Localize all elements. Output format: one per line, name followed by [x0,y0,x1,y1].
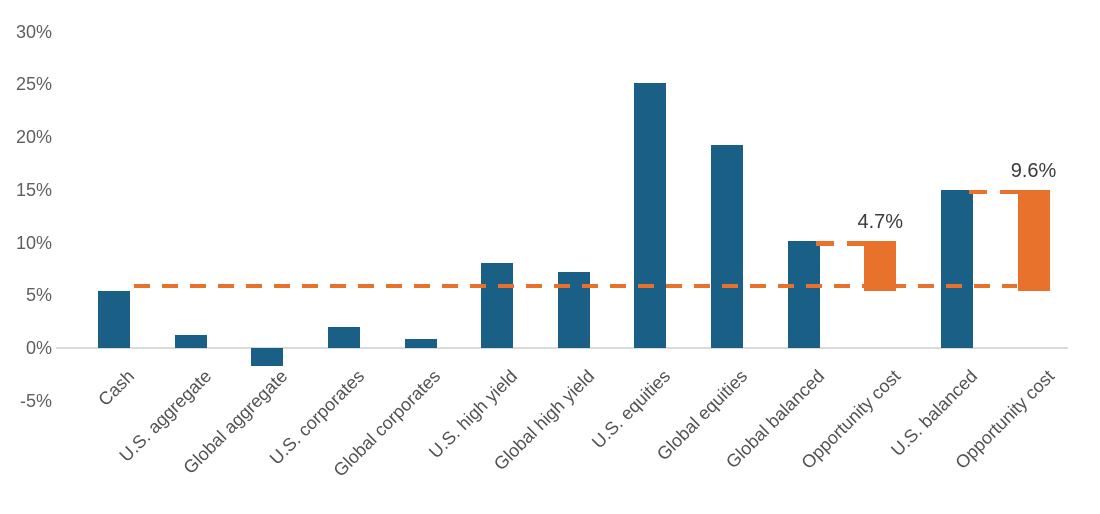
return-bar-global-aggregate [251,348,284,366]
return-bar-u-s-balanced [940,189,973,348]
bar-annotation-9-6: 9.6% [1010,159,1057,182]
y-axis-tick-label-25: 25% [15,74,52,95]
y-axis-tick-label--5: -5% [19,390,52,411]
y-axis-tick-label-10: 10% [15,232,52,253]
bar-annotation-4-7: 4.7% [857,211,904,234]
connector-dashed-line-0 [815,241,866,246]
return-bar-global-corporates [404,338,437,348]
y-axis-tick-label-5: 5% [25,285,52,306]
return-bar-global-balanced [787,241,820,348]
return-bar-u-s-equities [634,83,667,348]
return-bar-global-equities [711,145,744,348]
return-bar-u-s-high-yield [481,262,514,348]
return-bar-u-s-corporates [327,326,360,348]
y-axis-tick-label-30: 30% [15,21,52,42]
y-axis-tick-label-0: 0% [25,338,52,358]
reference-dashed-line [134,283,1017,289]
return-bar-cash [98,291,130,348]
x-axis-label-u-s-equities-7: U.S. equities [588,366,675,453]
return-bar-u-s-aggregate [174,335,207,348]
x-axis-line [56,347,1068,349]
opportunity-cost-bar-10 [864,241,897,292]
x-axis-label-cash-0: Cash [94,366,139,410]
connector-dashed-line-1 [968,189,1019,195]
y-axis-tick-label-20: 20% [15,127,52,147]
y-axis-tick-label-15: 15% [15,179,52,200]
opportunity-cost-bar-12 [1017,189,1050,292]
